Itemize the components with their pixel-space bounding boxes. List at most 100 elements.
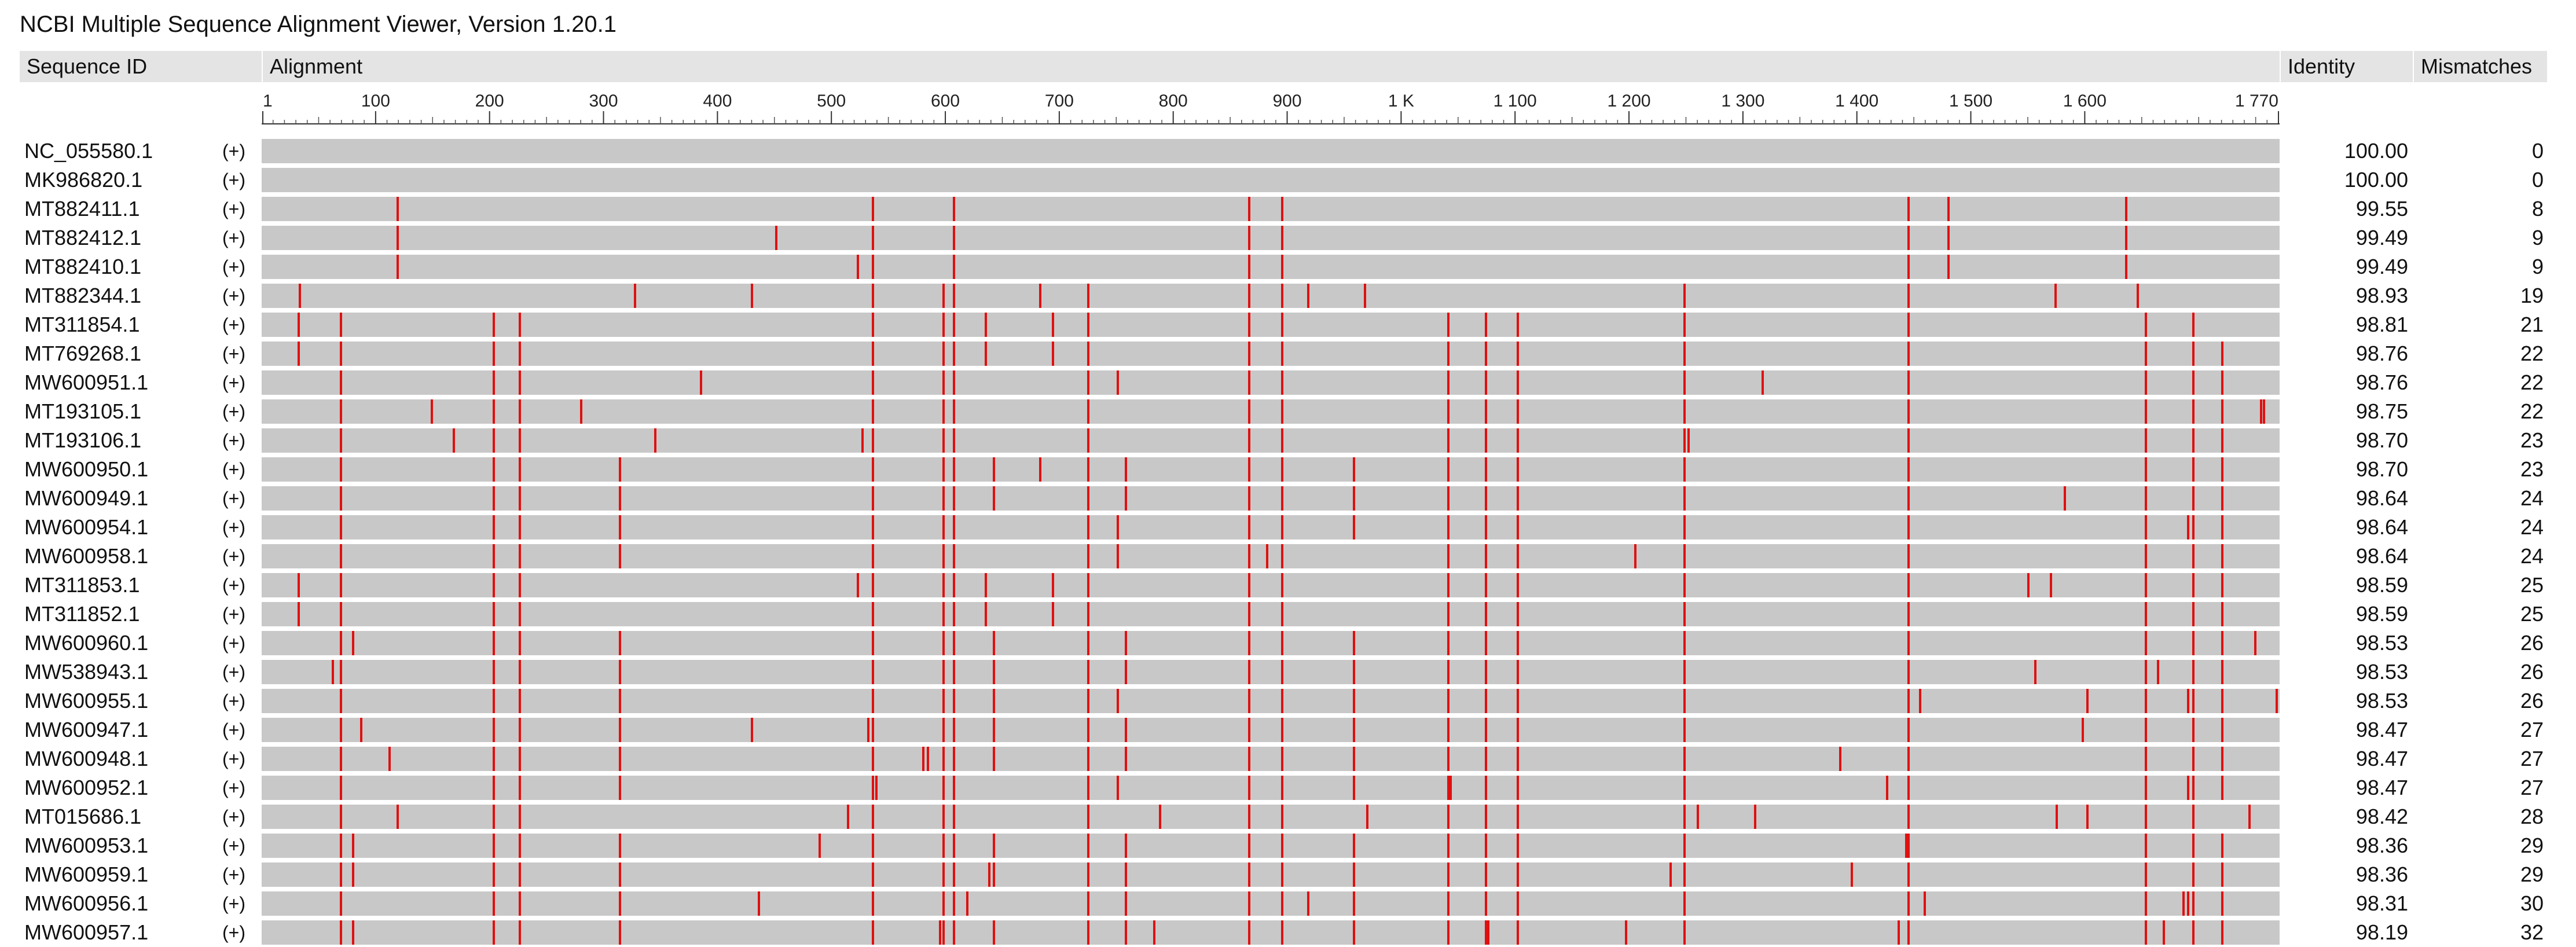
- alignment-bar[interactable]: [262, 544, 2280, 568]
- mismatch-mark: [872, 573, 875, 597]
- alignment-bar[interactable]: [262, 399, 2280, 424]
- mismatch-mark: [2144, 457, 2147, 482]
- sequence-id[interactable]: MW538943.1: [24, 660, 149, 684]
- alignment-bar[interactable]: [262, 573, 2280, 597]
- identity-value: 98.31: [2355, 891, 2408, 915]
- sequence-id[interactable]: MT882410.1: [24, 255, 142, 278]
- column-header-identity[interactable]: Identity: [2288, 54, 2355, 78]
- alignment-bar[interactable]: [262, 747, 2280, 771]
- column-header-sequence-id[interactable]: Sequence ID: [27, 54, 148, 78]
- sequence-id[interactable]: MT193105.1: [24, 399, 142, 423]
- alignment-bar[interactable]: [262, 718, 2280, 742]
- alignment-row[interactable]: MT193106.1 (+) 98.70 23: [0, 426, 2576, 455]
- alignment-bar[interactable]: [262, 255, 2280, 279]
- sequence-id[interactable]: MW600954.1: [24, 515, 149, 539]
- alignment-bar[interactable]: [262, 920, 2280, 945]
- alignment-row[interactable]: MW600951.1 (+) 98.76 22: [0, 368, 2576, 397]
- alignment-row[interactable]: MT882344.1 (+) 98.93 19: [0, 281, 2576, 310]
- sequence-id[interactable]: MW600958.1: [24, 544, 149, 568]
- sequence-id[interactable]: MT769268.1: [24, 342, 142, 365]
- alignment-row[interactable]: MT311853.1 (+) 98.59 25: [0, 571, 2576, 600]
- sequence-id[interactable]: MT311853.1: [24, 573, 140, 597]
- sequence-id[interactable]: MW600960.1: [24, 631, 149, 655]
- sequence-id[interactable]: MW600948.1: [24, 747, 149, 770]
- alignment-bar[interactable]: [262, 428, 2280, 453]
- alignment-bar[interactable]: [262, 168, 2280, 192]
- alignment-bar[interactable]: [262, 862, 2280, 887]
- sequence-id[interactable]: MT882411.1: [24, 197, 140, 221]
- sequence-id[interactable]: MW600952.1: [24, 776, 149, 799]
- alignment-row[interactable]: MT311852.1 (+) 98.59 25: [0, 600, 2576, 629]
- alignment-bar[interactable]: [262, 602, 2280, 626]
- alignment-row[interactable]: MT193105.1 (+) 98.75 22: [0, 397, 2576, 426]
- alignment-bar[interactable]: [262, 284, 2280, 308]
- sequence-id[interactable]: MW600950.1: [24, 457, 149, 481]
- sequence-id[interactable]: MT882412.1: [24, 226, 142, 249]
- alignment-bar[interactable]: [262, 834, 2280, 858]
- mismatch-mark: [1125, 631, 1128, 655]
- alignment-bar[interactable]: [262, 457, 2280, 482]
- column-divider[interactable]: [2280, 51, 2281, 82]
- alignment-row[interactable]: MW600956.1 (+) 98.31 30: [0, 889, 2576, 918]
- mismatch-mark: [861, 428, 864, 453]
- sequence-id[interactable]: MT882344.1: [24, 284, 142, 307]
- alignment-row[interactable]: MW600959.1 (+) 98.36 29: [0, 860, 2576, 889]
- alignment-row[interactable]: MT769268.1 (+) 98.76 22: [0, 339, 2576, 368]
- alignment-row[interactable]: NC_055580.1 (+) 100.00 0: [0, 137, 2576, 166]
- alignment-row[interactable]: MT882412.1 (+) 99.49 9: [0, 223, 2576, 252]
- alignment-bar[interactable]: [262, 689, 2280, 713]
- column-header-mismatches[interactable]: Mismatches: [2421, 54, 2533, 78]
- alignment-bar[interactable]: [262, 515, 2280, 539]
- alignment-bar[interactable]: [262, 197, 2280, 221]
- alignment-bar[interactable]: [262, 139, 2280, 163]
- alignment-ruler[interactable]: 1 100 200 300 400 500 600 700 800 900 1 K 1 100 1 20…: [262, 87, 2280, 125]
- sequence-id[interactable]: MW600949.1: [24, 486, 149, 510]
- sequence-id[interactable]: MW600959.1: [24, 862, 149, 886]
- alignment-row[interactable]: MW600952.1 (+) 98.47 27: [0, 773, 2576, 802]
- alignment-row[interactable]: MT882411.1 (+) 99.55 8: [0, 194, 2576, 223]
- alignment-bar[interactable]: [262, 313, 2280, 337]
- alignment-bar[interactable]: [262, 891, 2280, 916]
- identity-value: 98.47: [2355, 747, 2408, 770]
- alignment-row[interactable]: MW600949.1 (+) 98.64 24: [0, 484, 2576, 513]
- sequence-id[interactable]: MW600951.1: [24, 370, 149, 394]
- alignment-bar[interactable]: [262, 805, 2280, 829]
- sequence-id[interactable]: MK986820.1: [24, 168, 143, 192]
- alignment-bar[interactable]: [262, 631, 2280, 655]
- sequence-id[interactable]: MW600947.1: [24, 718, 149, 742]
- alignment-bar[interactable]: [262, 776, 2280, 800]
- alignment-bar[interactable]: [262, 486, 2280, 511]
- mismatch-mark: [619, 862, 622, 887]
- alignment-row[interactable]: MW600950.1 (+) 98.70 23: [0, 455, 2576, 484]
- column-divider[interactable]: [2413, 51, 2414, 82]
- sequence-id[interactable]: MW600955.1: [24, 689, 149, 713]
- mismatch-mark: [952, 428, 955, 453]
- alignment-row[interactable]: MW600947.1 (+) 98.47 27: [0, 715, 2576, 744]
- alignment-row[interactable]: MW600948.1 (+) 98.47 27: [0, 744, 2576, 773]
- column-header-alignment[interactable]: Alignment: [270, 54, 363, 78]
- alignment-row[interactable]: MT882410.1 (+) 99.49 9: [0, 252, 2576, 281]
- sequence-id[interactable]: NC_055580.1: [24, 139, 153, 163]
- column-divider[interactable]: [262, 51, 263, 82]
- sequence-id[interactable]: MW600956.1: [24, 891, 149, 915]
- sequence-id[interactable]: MW600957.1: [24, 920, 149, 944]
- alignment-bar[interactable]: [262, 226, 2280, 250]
- alignment-row[interactable]: MW600957.1 (+) 98.19 32: [0, 918, 2576, 947]
- alignment-bar[interactable]: [262, 660, 2280, 684]
- sequence-id[interactable]: MW600953.1: [24, 834, 149, 857]
- sequence-id[interactable]: MT015686.1: [24, 805, 142, 828]
- sequence-id[interactable]: MT193106.1: [24, 428, 142, 452]
- alignment-row[interactable]: MW538943.1 (+) 98.53 26: [0, 658, 2576, 687]
- alignment-row[interactable]: MT311854.1 (+) 98.81 21: [0, 310, 2576, 339]
- alignment-row[interactable]: MW600954.1 (+) 98.64 24: [0, 513, 2576, 542]
- sequence-id[interactable]: MT311852.1: [24, 602, 140, 626]
- alignment-row[interactable]: MW600958.1 (+) 98.64 24: [0, 542, 2576, 571]
- alignment-row[interactable]: MW600960.1 (+) 98.53 26: [0, 629, 2576, 658]
- sequence-id[interactable]: MT311854.1: [24, 313, 140, 336]
- alignment-bar[interactable]: [262, 342, 2280, 366]
- alignment-bar[interactable]: [262, 370, 2280, 395]
- alignment-row[interactable]: MW600955.1 (+) 98.53 26: [0, 687, 2576, 715]
- alignment-row[interactable]: MK986820.1 (+) 100.00 0: [0, 166, 2576, 194]
- alignment-row[interactable]: MW600953.1 (+) 98.36 29: [0, 831, 2576, 860]
- alignment-row[interactable]: MT015686.1 (+) 98.42 28: [0, 802, 2576, 831]
